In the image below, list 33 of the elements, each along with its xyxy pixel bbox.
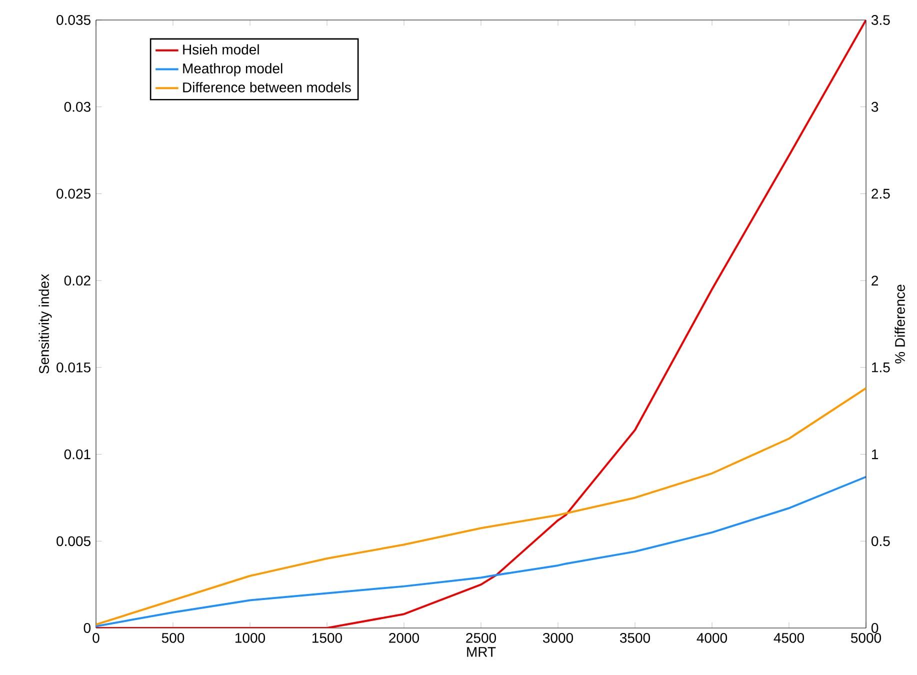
x-tick-label: 1500 xyxy=(312,632,342,643)
y2-axis-title: % Difference xyxy=(894,284,905,364)
x-tick-label: 5000 xyxy=(851,632,882,643)
y2-tick-label: 3.5 xyxy=(871,15,890,25)
legend-label: Meathrop model xyxy=(183,63,282,76)
y-tick-label: 0.02 xyxy=(64,276,90,286)
x-tick-label: 1000 xyxy=(235,632,266,643)
y2-tick-label: 0.5 xyxy=(871,536,890,546)
y-tick-label: 0.01 xyxy=(64,449,90,460)
x-tick-label: 0 xyxy=(92,632,100,643)
x-tick-label: 3000 xyxy=(542,632,574,643)
x-tick-label: 4500 xyxy=(774,632,804,643)
x-tick-label: 4000 xyxy=(696,632,728,643)
y2-tick-label: 1.5 xyxy=(872,362,890,372)
legend-label: Difference between models xyxy=(183,82,351,92)
x-tick-label: 2000 xyxy=(389,632,420,643)
y-tick-label: 0.015 xyxy=(56,362,90,372)
x-tick-label: 2500 xyxy=(466,632,496,643)
y-tick-label: 0.005 xyxy=(56,536,90,546)
y-tick-label: 0.035 xyxy=(56,15,90,25)
y-tick-label: 0.03 xyxy=(64,102,90,112)
y2-tick-label: 2 xyxy=(872,276,878,286)
y2-tick-label: 0 xyxy=(871,623,878,633)
y-axis-title: Sensitivity index xyxy=(38,274,52,374)
y2-tick-label: 2.5 xyxy=(872,188,890,199)
x-tick-label: 500 xyxy=(162,632,184,643)
y2-tick-label: 1 xyxy=(872,449,878,460)
y2-tick-label: 3 xyxy=(871,102,878,112)
x-axis-title: MRT xyxy=(467,647,496,657)
legend-label: Hsieh model xyxy=(183,44,259,55)
y-tick-label: 0 xyxy=(84,623,91,633)
x-tick-label: 3500 xyxy=(620,632,650,643)
y-tick-label: 0.025 xyxy=(56,188,90,199)
